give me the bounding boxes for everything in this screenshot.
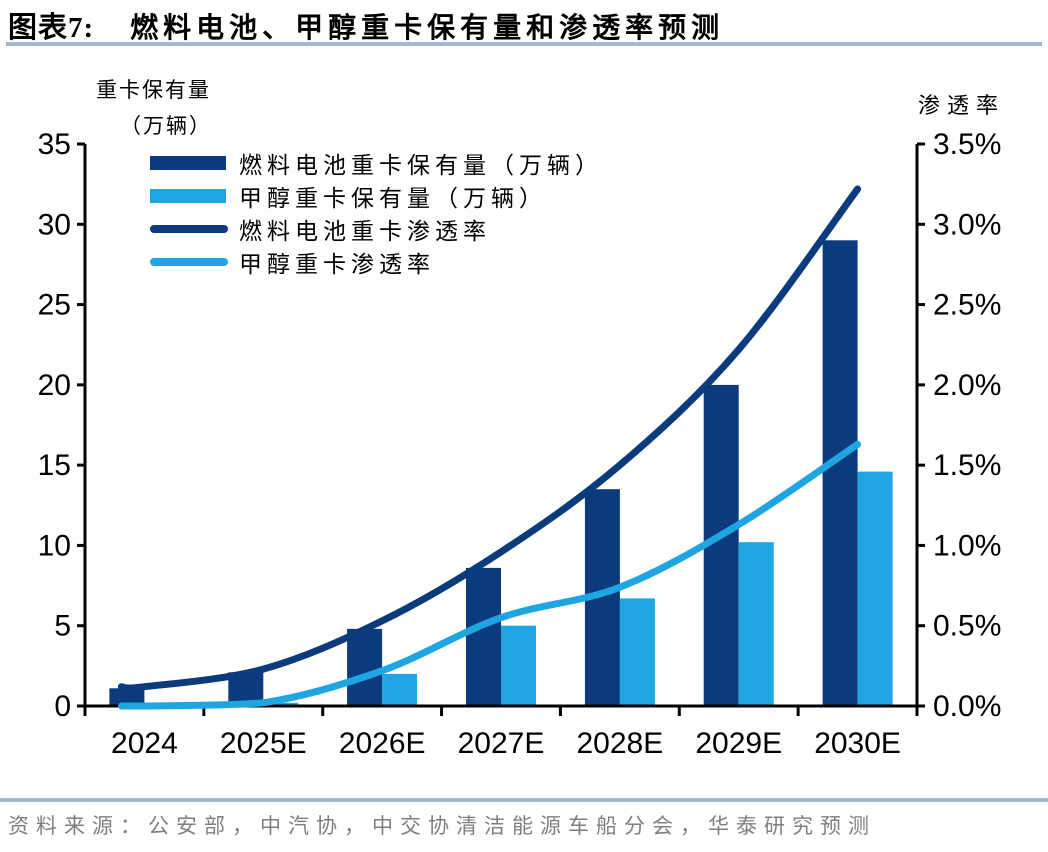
bar-dark_blue-2024 [109, 688, 145, 706]
bar-light_blue-2026E [382, 673, 418, 706]
x-category-label: 2024 [111, 727, 178, 760]
x-category-label: 2026E [339, 727, 426, 760]
left-tick-label: 5 [54, 610, 71, 643]
line-dark_blue [117, 185, 862, 692]
legend: 燃料电池重卡保有量（万辆） 甲醇重卡保有量（万辆） 燃料电池重卡渗透率 甲醇重卡渗透率 [150, 146, 603, 278]
right-tick-label: 0.5% [933, 610, 1001, 643]
line-light_blue [117, 440, 862, 710]
legend-bar-swatch [150, 155, 226, 170]
right-tick-label: 2.5% [933, 289, 1001, 322]
left-tick-label: 20 [38, 369, 71, 402]
left-axis-title-line2: （万辆） [120, 114, 212, 138]
right-tick-label: 3.5% [933, 128, 1001, 161]
title-divider [6, 42, 1042, 46]
right-tick-label: 0.0% [933, 690, 1001, 723]
footer-divider [0, 798, 1048, 802]
right-tick-label: 3.0% [933, 208, 1001, 241]
legend-bar-swatch [150, 188, 226, 203]
bar-light_blue-2028E [619, 598, 655, 706]
x-category-label: 2030E [814, 727, 901, 760]
right-axis-title: 渗透率 [918, 93, 1006, 118]
bar-light_blue-2027E [501, 625, 536, 706]
x-category-label: 2028E [576, 727, 663, 760]
bar-dark_blue-2030E [822, 240, 858, 707]
figure-title-text: 燃料电池、甲醇重卡保有量和渗透率预测 [130, 13, 725, 44]
legend-item: 燃料电池重卡保有量（万辆） [150, 146, 603, 179]
bar-dark_blue-2027E [466, 567, 501, 706]
legend-label: 甲醇重卡保有量（万辆） [239, 185, 547, 211]
legend-item: 甲醇重卡保有量（万辆） [150, 179, 603, 212]
left-tick-label: 0 [54, 690, 71, 723]
bar-light_blue-2025E [263, 702, 299, 706]
lines-group [117, 185, 862, 710]
left-axis-title-line1: 重卡保有量 [96, 78, 211, 102]
x-category-label: 2029E [695, 727, 782, 760]
legend-item: 燃料电池重卡渗透率 [150, 212, 603, 245]
bars-group [109, 240, 893, 707]
x-category-label: 2027E [458, 727, 545, 760]
legend-line-swatch [150, 224, 228, 233]
x-category-label: 2025E [220, 727, 307, 760]
legend-label: 燃料电池重卡保有量（万辆） [239, 152, 603, 178]
bar-dark_blue-2026E [347, 628, 383, 706]
legend-label: 甲醇重卡渗透率 [239, 251, 435, 277]
left-tick-label: 15 [38, 449, 71, 482]
source-note: 资料来源：公安部，中汽协，中交协清洁能源车船分会，华泰研究预测 [8, 814, 876, 838]
bar-light_blue-2030E [857, 471, 893, 706]
left-tick-label: 25 [38, 289, 71, 322]
figure-number: 图表7: [8, 12, 95, 44]
right-tick-label: 1.5% [933, 449, 1001, 482]
figure-title: 图表7: 燃料电池、甲醇重卡保有量和渗透率预测 [8, 4, 724, 46]
left-tick-label: 30 [38, 208, 71, 241]
legend-line-swatch [150, 257, 228, 266]
axis-labels-group: 0 5 10 15 20 25 30 35 0.0% 0.5% 1.0% 1.5% 2.0% 2.5% 3.… [38, 128, 1002, 760]
left-tick-label: 35 [38, 128, 71, 161]
chart-canvas: 0 5 10 15 20 25 30 35 0.0% 0.5% 1.0% 1.5% 2.0% 2.5% 3.… [38, 128, 1002, 760]
right-tick-label: 2.0% [933, 369, 1001, 402]
bar-light_blue-2029E [738, 542, 774, 706]
legend-item: 甲醇重卡渗透率 [150, 245, 603, 278]
legend-label: 燃料电池重卡渗透率 [239, 218, 491, 244]
left-tick-label: 10 [38, 529, 71, 562]
right-tick-label: 1.0% [933, 529, 1001, 562]
